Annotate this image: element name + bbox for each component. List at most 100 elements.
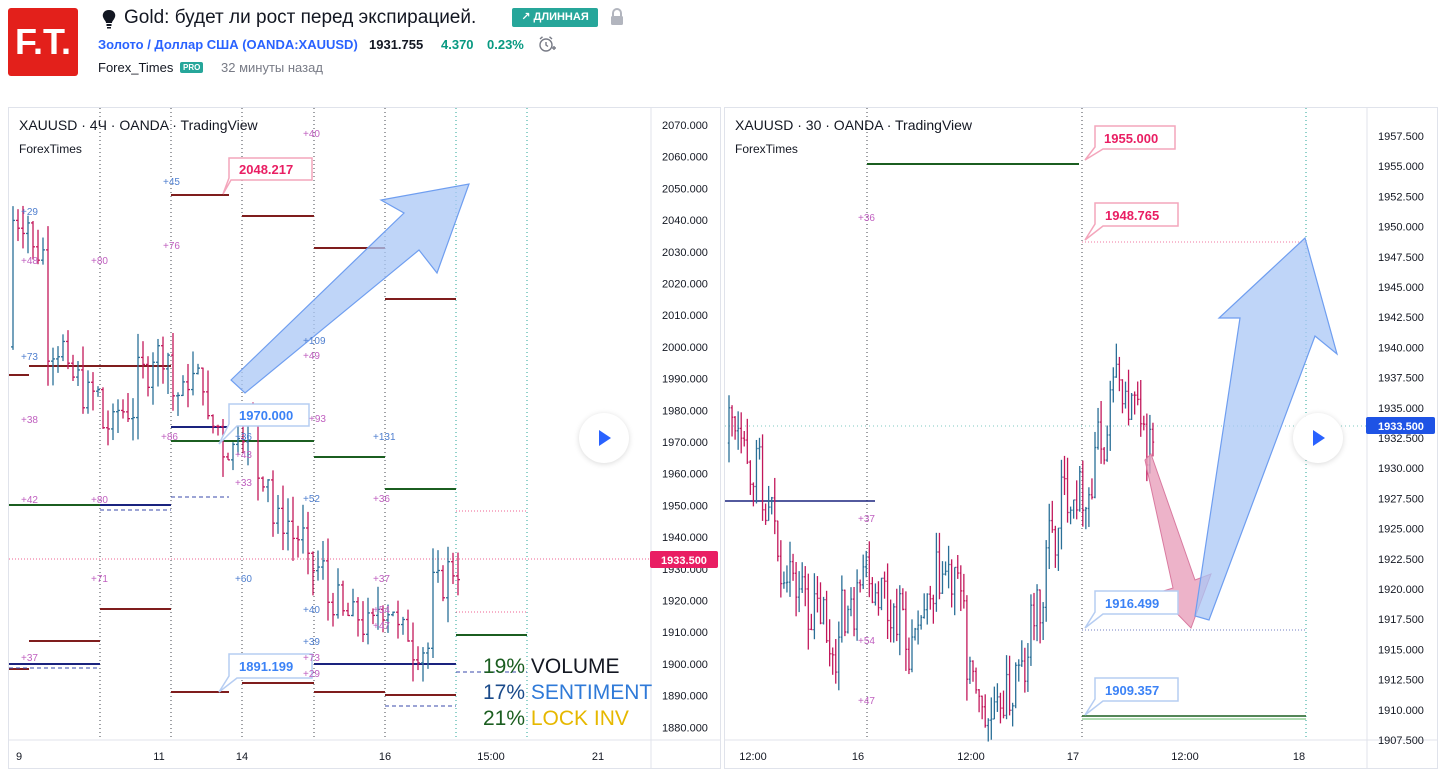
price-axis-label: 2060.000 [662,152,708,164]
value-tag: +47 [858,696,875,707]
price-axis-label: 1912.500 [1378,675,1424,687]
right-chart[interactable]: 1955.000 1948.765 1916.499 1909.357 +36 +… [724,107,1438,769]
svg-text:1955.000: 1955.000 [1104,131,1158,146]
value-tag: +42 [21,495,38,506]
price-axis-label: 1880.000 [662,722,708,734]
value-tag: +36 [373,494,390,505]
callout-1948: 1948.765 [1084,202,1179,241]
stat-volume: 19% VOLUME [483,655,620,678]
price-axis-label: 2020.000 [662,279,708,291]
right-chart-title: XAUUSD · 30 · OANDA · TradingView [735,117,973,133]
price-axis-label: 1940.000 [662,532,708,544]
price-axis-label: 1917.500 [1378,614,1424,626]
idea-title: Gold: будет ли рост перед экспирацией. [124,7,477,28]
callout-1909: 1909.357 [1084,677,1179,716]
price-axis-label: 1927.500 [1378,493,1424,505]
right-play-button[interactable] [1293,413,1343,463]
price-axis-label: 1930.000 [1378,463,1424,475]
value-tag: +37 [858,514,875,525]
value-tag: +86 [161,432,178,443]
value-tag: +37 [21,653,38,664]
value-tag: +52 [303,494,320,505]
price-axis-label: 2010.000 [662,310,708,322]
price-axis-label: 1890.000 [662,691,708,703]
price-axis-label: 1950.000 [662,500,708,512]
price-axis-label: 1947.500 [1378,252,1424,264]
price-axis-label: 1932.500 [1378,433,1424,445]
value-tag: +29 [21,207,38,218]
price-axis-label: 2030.000 [662,247,708,259]
time-axis-label: 12:00 [739,751,767,763]
left-chart-title: XAUUSD · 4Ч · OANDA · TradingView [19,117,258,133]
price-axis-label: 1970.000 [662,437,708,449]
left-play-button[interactable] [579,413,629,463]
long-direction-badge: ↗ ДЛИННАЯ [512,8,598,27]
value-tag: +54 [373,605,390,616]
price-axis-label: 1925.000 [1378,524,1424,536]
value-tag: +73 [303,653,320,664]
time-axis-label: 17 [1067,751,1079,763]
price-axis-label: 1942.500 [1378,312,1424,324]
value-tag: +49 [303,351,320,362]
price-axis-label: 2070.000 [662,120,708,132]
callout-1891: 1891.199 [218,653,313,693]
price-axis-label: 1935.000 [1378,403,1424,415]
pro-badge: PRO [180,62,204,73]
right-chart-canvas[interactable]: 1955.000 1948.765 1916.499 1909.357 +36 +… [725,108,1437,768]
current-price-tag-right [1366,417,1435,434]
value-tag: +33 [235,478,252,489]
value-tag: +43 [235,450,252,461]
price-axis-label: 1910.000 [1378,705,1424,717]
idea-bulb-icon [102,10,116,29]
symbol-link[interactable]: Золото / Доллар США (OANDA:XAUUSD) [98,37,358,52]
svg-text:1933.500: 1933.500 [661,555,707,567]
price-axis-label: 1900.000 [662,659,708,671]
bullish-arrow [230,183,470,394]
time-axis-label: 9 [16,751,22,763]
time-axis-label: 16 [379,751,391,763]
value-tag: +71 [91,574,108,585]
value-tag: +38 [21,415,38,426]
value-tag: +60 [235,574,252,585]
left-chart-canvas[interactable]: 2048.217 1970.000 1891.199 +29 +48 +80 +45 +… [9,108,720,768]
price-axis-label: 1980.000 [662,405,708,417]
value-tag: +36 [858,213,875,224]
callout-1916: 1916.499 [1084,590,1179,629]
time-axis-label: 11 [153,751,164,763]
stat-sentiment: 17% SENTIMENT [483,681,653,704]
value-tag: +36 [235,432,252,443]
value-tag: +48 [21,256,38,267]
price-axis-label: 1957.500 [1378,131,1424,143]
value-tag: +39 [303,637,320,648]
price-axis-label: 2000.000 [662,342,708,354]
price-axis-label: 1945.000 [1378,282,1424,294]
price-change-percent: 0.23% [487,37,524,52]
time-axis-label: 16 [852,751,864,763]
price-axis-label: 2040.000 [662,215,708,227]
value-tag: +40 [303,605,320,616]
value-tag: +76 [163,241,180,252]
value-tag: +93 [309,414,326,425]
time-axis-label: 14 [236,751,248,763]
left-chart-author: ForexTimes [19,142,82,156]
callout-2048: 2048.217 [222,157,313,195]
svg-text:1970.000: 1970.000 [239,408,293,423]
forex-times-logo: F.T. [8,8,78,76]
price-axis-label: 2050.000 [662,183,708,195]
callout-1970: 1970.000 [218,403,310,445]
author-name[interactable]: Forex_Times [98,60,174,75]
price-axis-label: 1920.000 [662,596,708,608]
price-axis-label: 1937.500 [1378,373,1424,385]
svg-text:1909.357: 1909.357 [1105,683,1159,698]
stat-lock-inv: 21% LOCK INV [483,707,629,730]
alert-clock-icon[interactable] [538,35,556,53]
left-chart[interactable]: 2048.217 1970.000 1891.199 +29 +48 +80 +45 +… [8,107,721,769]
play-icon [1313,430,1325,446]
price-axis-label: 1955.000 [1378,161,1424,173]
publish-time: 32 минуты назад [221,60,323,75]
value-tag: +131 [373,432,396,443]
price-axis-label: 1910.000 [662,627,708,639]
stats-panel: 19% VOLUME 17% SENTIMENT 21% LOCK INV [483,654,652,732]
right-chart-author: ForexTimes [735,142,798,156]
bullish-arrow-right [1194,236,1339,621]
